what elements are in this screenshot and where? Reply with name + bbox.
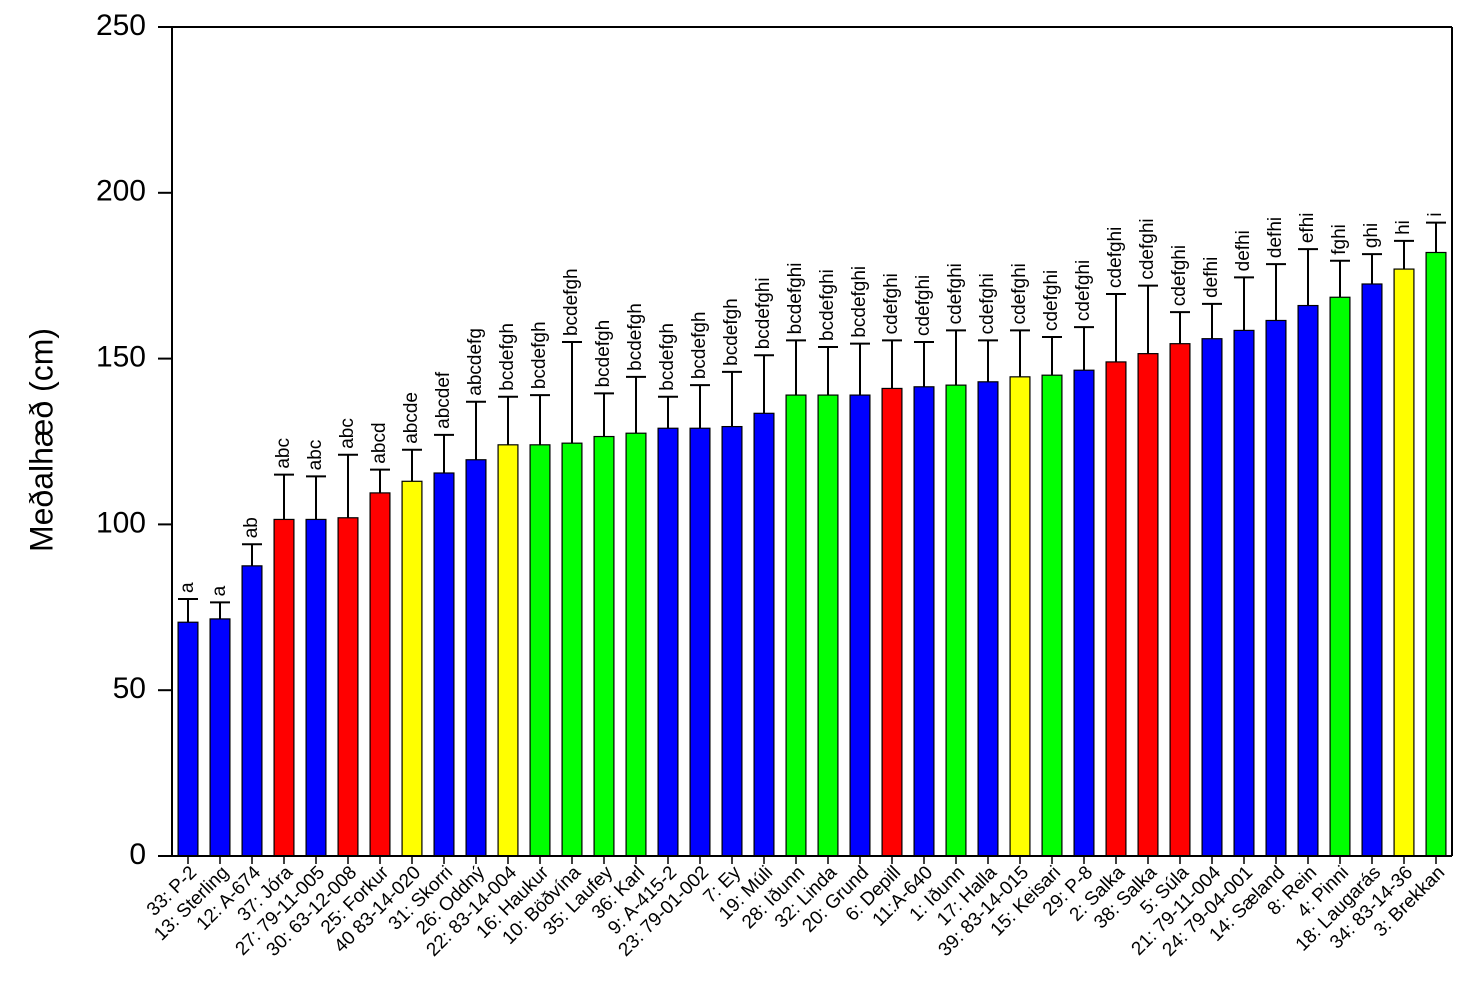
bar — [465, 459, 487, 857]
group-label: bcdefgh — [689, 312, 710, 380]
group-label: a — [177, 582, 198, 593]
group-label: bcdefgh — [593, 320, 614, 388]
group-label: cdefghi — [1073, 260, 1094, 321]
group-label: cdefghi — [1009, 263, 1030, 324]
bar — [1201, 338, 1223, 857]
y-tick-label: 250 — [96, 9, 146, 42]
group-label: cdefghi — [1105, 227, 1126, 288]
bar — [1105, 361, 1127, 857]
bar — [625, 432, 647, 857]
bar — [913, 386, 935, 857]
bar — [721, 425, 743, 857]
group-label: bcdefgh — [561, 268, 582, 336]
group-label: cdefghi — [945, 263, 966, 324]
group-label: cdefghi — [977, 273, 998, 334]
group-label: cdefghi — [1137, 218, 1158, 279]
group-label: hi — [1393, 220, 1414, 235]
bar — [945, 384, 967, 857]
y-axis: 0 50 100 150 200 250 — [96, 9, 1453, 871]
group-label: defhi — [1233, 230, 1254, 271]
bar — [1393, 268, 1415, 857]
group-label: abcd — [369, 422, 390, 463]
bar — [529, 444, 551, 857]
bar — [1169, 343, 1191, 857]
bar — [561, 442, 583, 857]
group-label: bcdefghi — [753, 277, 774, 349]
bar — [369, 492, 391, 857]
bar — [849, 394, 871, 857]
bar — [497, 444, 519, 857]
group-label: bcdefghi — [849, 266, 870, 338]
bar — [1137, 353, 1159, 857]
group-label: cdefghi — [1169, 245, 1190, 306]
group-label: defhi — [1201, 257, 1222, 298]
y-tick-label: 150 — [96, 341, 146, 374]
group-label: cdefghi — [913, 275, 934, 336]
group-label: i — [1425, 212, 1446, 216]
group-label: defhi — [1265, 217, 1286, 258]
bar — [593, 435, 615, 857]
bar — [433, 472, 455, 857]
group-label: abc — [273, 438, 294, 469]
group-label: cdefghi — [1041, 270, 1062, 331]
group-label: ghi — [1361, 223, 1382, 248]
y-tick-label: 100 — [96, 506, 146, 539]
group-label: cdefghi — [881, 273, 902, 334]
group-label: fghi — [1329, 224, 1350, 255]
bar — [241, 565, 263, 857]
bar — [337, 517, 359, 857]
bar — [1009, 376, 1031, 857]
bar — [1073, 369, 1095, 857]
group-label: bcdefgh — [529, 321, 550, 389]
group-label: a — [209, 585, 230, 596]
bar — [1425, 251, 1447, 857]
y-tick-label: 50 — [113, 672, 146, 705]
bar — [1041, 374, 1063, 857]
bar — [689, 427, 711, 857]
group-label: efhi — [1297, 213, 1318, 244]
bar — [1265, 319, 1287, 857]
y-axis-label: Meðalhæð (cm) — [23, 328, 59, 552]
bar — [1329, 296, 1351, 857]
bar — [817, 394, 839, 857]
bar — [977, 381, 999, 857]
group-label: bcdefghi — [785, 263, 806, 335]
group-label: bcdefgh — [657, 323, 678, 391]
bar — [785, 394, 807, 857]
bars — [177, 251, 1447, 857]
bar — [1297, 304, 1319, 857]
group-label: ab — [241, 517, 262, 538]
group-label: bcdefgh — [497, 323, 518, 391]
bar — [209, 618, 231, 857]
bar — [1233, 329, 1255, 857]
y-tick-label: 200 — [96, 175, 146, 208]
bar — [273, 518, 295, 857]
bar — [1361, 283, 1383, 857]
y-tick-label: 0 — [129, 838, 146, 871]
bar — [305, 518, 327, 857]
group-label: abcde — [401, 392, 422, 444]
error-bars — [178, 221, 1446, 623]
bar — [657, 427, 679, 857]
group-label: abcdefg — [465, 328, 486, 396]
group-label: abc — [337, 418, 358, 449]
bar — [753, 412, 775, 857]
group-label: bcdefgh — [625, 303, 646, 371]
group-label: abc — [305, 440, 326, 471]
bar — [401, 480, 423, 857]
group-label: bcdefgh — [721, 298, 742, 366]
group-label: abcdef — [433, 371, 454, 429]
bar — [177, 621, 199, 857]
group-label: bcdefghi — [817, 269, 838, 341]
bar — [881, 387, 903, 857]
